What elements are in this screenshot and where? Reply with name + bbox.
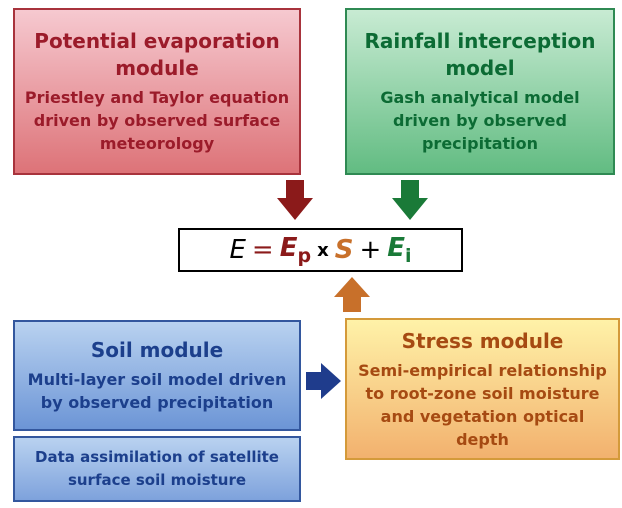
eq-subscript: i — [405, 245, 412, 268]
eq-subscript: p — [297, 245, 312, 268]
module-box: Soil module Multi-layer soil model drive… — [13, 320, 301, 431]
module-title: Stress module — [401, 328, 564, 353]
arrow-green — [392, 180, 428, 220]
eq-term: Ep — [280, 233, 311, 267]
equation: E = Ep x S + Ei — [178, 228, 463, 272]
module-box: Rainfall interception model Gash analyti… — [345, 8, 615, 175]
module-box: Data assimilation of satellite surface s… — [13, 436, 301, 502]
module-body: Semi-empirical relationship to root-zone… — [358, 360, 607, 449]
eq-term: S — [334, 235, 354, 265]
module-body: Priestley and Taylor equation driven by … — [24, 88, 290, 153]
eq-symbol: E — [387, 232, 405, 263]
arrow-blue — [306, 363, 341, 399]
eq-term: E — [229, 235, 246, 265]
module-title: Rainfall interception model — [364, 29, 596, 80]
eq-op: x — [317, 239, 329, 261]
module-box: Stress module Semi-empirical relationshi… — [345, 318, 620, 460]
eq-symbol: E — [279, 232, 298, 263]
eq-op: + — [359, 235, 382, 265]
module-body: Data assimilation of satellite surface s… — [35, 448, 279, 489]
module-body: Multi-layer soil model driven by observe… — [27, 370, 287, 412]
module-title: Potential evaporation module — [34, 29, 280, 80]
module-body: Gash analytical model driven by observed… — [380, 88, 580, 153]
eq-term: Ei — [387, 233, 411, 267]
module-box: Potential evaporation module Priestley a… — [13, 8, 301, 175]
arrow-red — [277, 180, 313, 220]
arrow-orange — [334, 277, 370, 312]
eq-op: = — [251, 235, 274, 265]
module-title: Soil module — [90, 338, 224, 362]
